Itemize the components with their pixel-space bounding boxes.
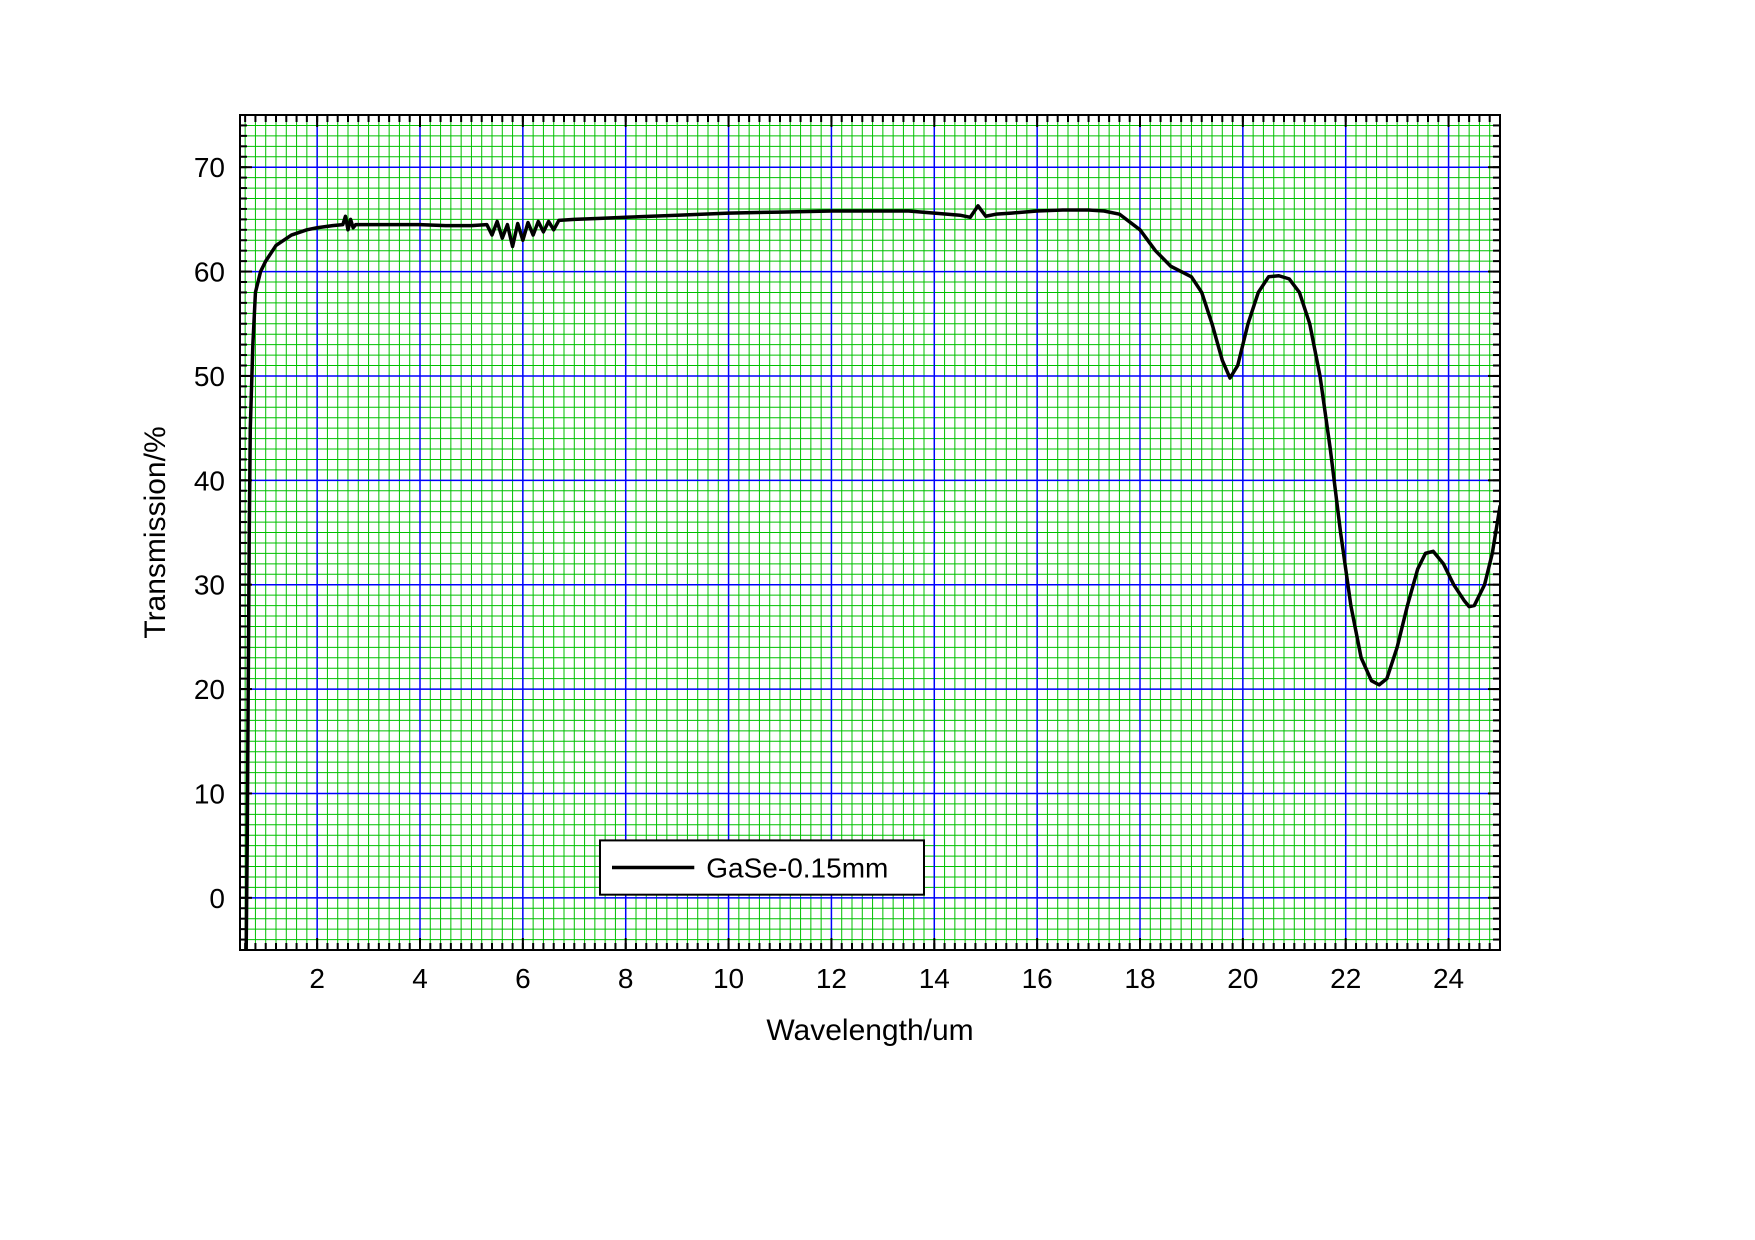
x-tick-label: 22 [1330, 963, 1361, 994]
x-tick-label: 24 [1433, 963, 1464, 994]
y-tick-label: 10 [194, 778, 225, 809]
x-tick-label: 14 [919, 963, 950, 994]
x-tick-label: 8 [618, 963, 634, 994]
x-axis-label: Wavelength/um [766, 1014, 973, 1047]
x-tick-label: 12 [816, 963, 847, 994]
y-tick-label: 0 [209, 883, 225, 914]
y-tick-label: 70 [194, 152, 225, 183]
y-tick-label: 40 [194, 465, 225, 496]
y-axis-label: Transmission/% [139, 426, 172, 638]
x-tick-label: 10 [713, 963, 744, 994]
chart-container: 24681012141618202224010203040506070Wavel… [0, 0, 1755, 1240]
y-tick-label: 50 [194, 361, 225, 392]
x-tick-label: 20 [1227, 963, 1258, 994]
x-tick-label: 2 [309, 963, 325, 994]
x-tick-label: 6 [515, 963, 531, 994]
y-tick-label: 30 [194, 570, 225, 601]
legend-label: GaSe-0.15mm [706, 853, 888, 884]
transmission-chart: 24681012141618202224010203040506070Wavel… [0, 0, 1755, 1240]
y-tick-label: 20 [194, 674, 225, 705]
x-tick-label: 4 [412, 963, 428, 994]
x-tick-label: 18 [1124, 963, 1155, 994]
y-tick-label: 60 [194, 257, 225, 288]
x-tick-label: 16 [1022, 963, 1053, 994]
